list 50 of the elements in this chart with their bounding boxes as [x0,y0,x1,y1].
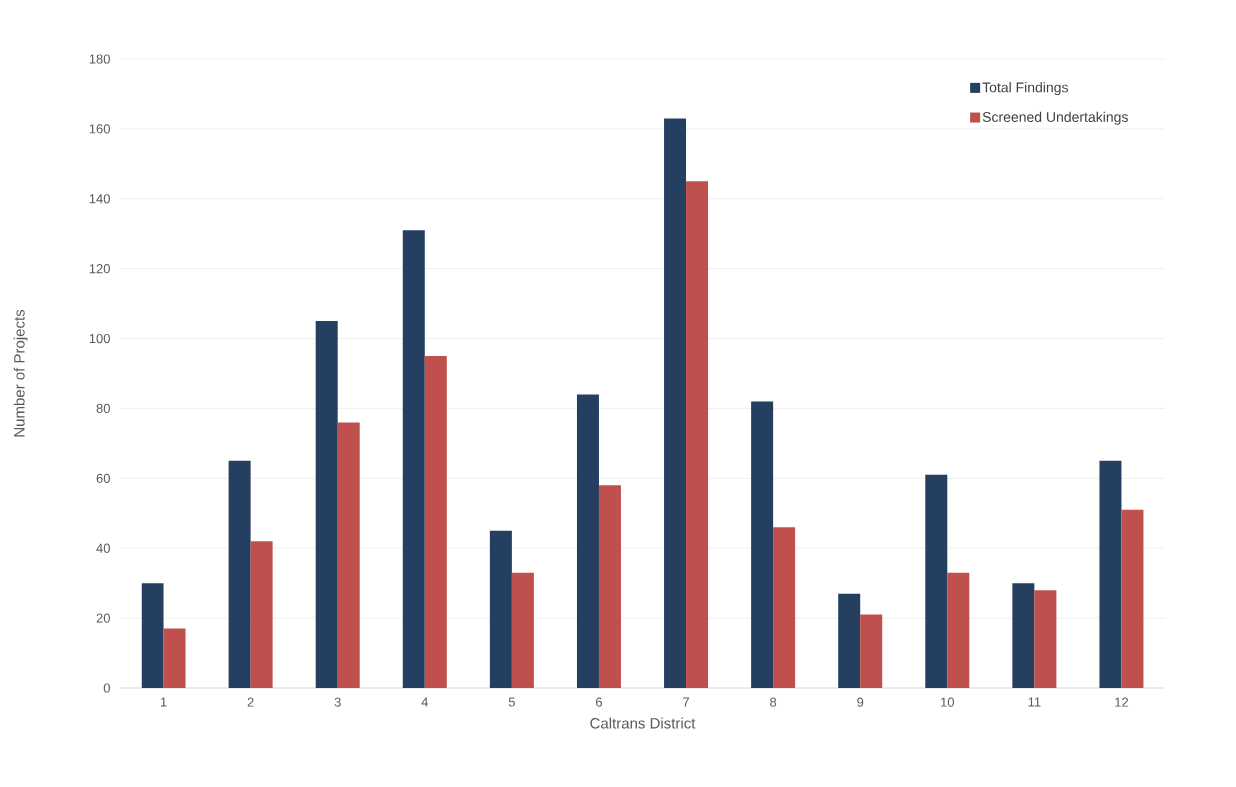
y-tick-label: 60 [96,473,110,483]
bar [1099,460,1122,688]
y-tick-label: 0 [103,683,110,693]
x-tick-label: 3 [334,697,341,707]
x-tick-label: 4 [421,697,429,707]
bar [489,530,512,688]
y-tick-label: 40 [96,543,110,553]
bar [402,230,425,688]
bar [576,394,599,688]
x-tick-label: 11 [1028,697,1041,707]
legend-label: Total Findings [982,82,1068,96]
bar [1121,509,1144,688]
legend-label: Screened Undertakings [982,111,1128,125]
x-tick-label: 6 [596,697,603,707]
bar [664,118,687,688]
bar [686,181,709,688]
bar [424,356,447,688]
x-tick-label: 12 [1115,697,1129,707]
bar [925,474,948,688]
y-tick-label: 120 [89,264,110,274]
y-tick-label: 180 [89,54,110,64]
bar [228,460,251,688]
bar [773,527,796,688]
y-axis-title: Number of Projects [13,309,28,437]
bar [163,628,186,688]
bar [598,485,621,688]
bar [947,572,970,688]
x-tick-label: 7 [683,697,689,707]
x-axis-title: Caltrans District [590,717,696,729]
bar [250,541,273,688]
x-tick-label: 9 [857,697,864,707]
y-tick-label: 160 [89,124,110,134]
x-tick-label: 2 [247,697,254,707]
bar [751,401,774,688]
x-tick-label: 8 [770,697,777,707]
x-tick-label: 5 [508,697,515,707]
bar [1012,583,1035,688]
bar [315,321,338,688]
bar [1034,590,1057,688]
y-tick-label: 20 [96,613,110,623]
y-tick-label: 140 [89,194,110,204]
bar [337,422,360,688]
bar [838,593,861,688]
y-tick-label: 80 [96,403,110,414]
bar [141,583,164,688]
x-tick-label: 10 [941,697,955,707]
bar [511,572,534,688]
bar [860,614,883,688]
x-tick-label: 1 [160,697,167,707]
y-tick-label: 100 [89,333,110,344]
